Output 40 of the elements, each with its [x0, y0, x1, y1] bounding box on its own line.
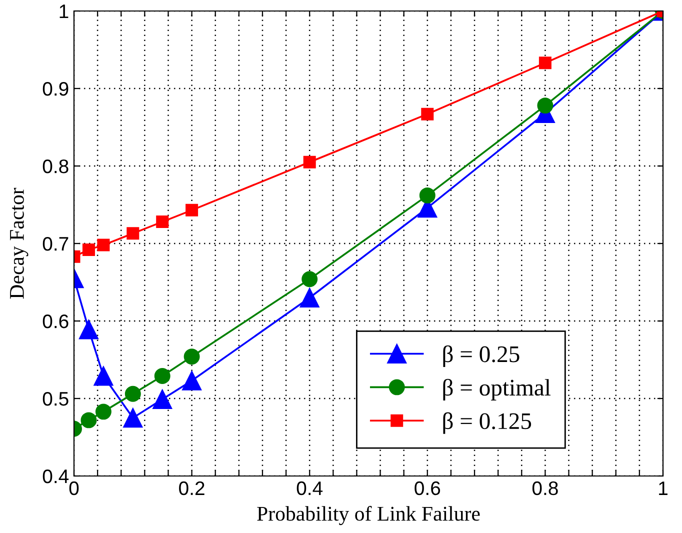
x-tick-label: 0.6 [414, 481, 440, 496]
point [152, 390, 172, 409]
point [154, 368, 170, 384]
point [537, 98, 554, 114]
y-tick-label: 0.4 [42, 469, 69, 484]
y-tick-label: 0.9 [42, 82, 68, 96]
x-tick-label: 0.2 [179, 481, 204, 496]
point [95, 404, 112, 420]
point [80, 412, 97, 428]
x-axis-title: Probability of Link Failure [257, 506, 480, 526]
y-tick-label: 0.5 [42, 392, 68, 406]
y-tick-label: 0.7 [42, 236, 68, 251]
y-tick-label: 0.8 [42, 159, 68, 174]
point [126, 227, 140, 240]
y-tick-label: 0.6 [42, 314, 68, 328]
point [182, 370, 202, 390]
point [419, 187, 436, 204]
y-axis-title: Decay Factor [10, 188, 28, 299]
point [123, 408, 143, 428]
x-tick-label: 0.4 [296, 481, 323, 496]
point [300, 288, 320, 308]
point [184, 348, 200, 365]
point [186, 204, 198, 216]
legend-label: β = 0.125 [443, 412, 532, 434]
legend-label: β = optimal [443, 378, 551, 400]
point [538, 56, 552, 70]
x-tick-label: 0 [69, 481, 79, 496]
point [97, 238, 110, 252]
point [421, 108, 434, 120]
x-tick-label: 0.8 [532, 481, 558, 496]
point [302, 271, 318, 288]
point [82, 243, 95, 256]
point [124, 386, 141, 402]
x-tick-label: 1 [659, 482, 668, 495]
legend-label: β = 0.25 [443, 345, 520, 368]
point [94, 366, 114, 386]
point [156, 216, 169, 228]
y-tick-label: 1 [60, 4, 68, 18]
point [303, 156, 316, 168]
point [79, 320, 98, 340]
